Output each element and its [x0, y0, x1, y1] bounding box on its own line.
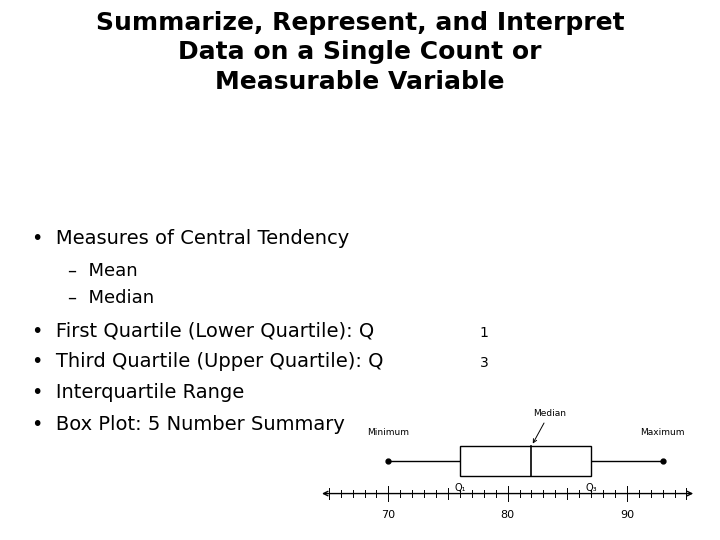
Text: 1: 1: [480, 326, 488, 340]
Text: Minimum: Minimum: [367, 428, 410, 437]
Text: Summarize, Represent, and Interpret
Data on a Single Count or
Measurable Variabl: Summarize, Represent, and Interpret Data…: [96, 11, 624, 94]
Text: Q₁: Q₁: [454, 483, 466, 493]
Text: 90: 90: [620, 510, 634, 520]
Text: –  Median: – Median: [68, 289, 155, 307]
Text: 70: 70: [382, 510, 395, 520]
Text: •  Interquartile Range: • Interquartile Range: [32, 383, 245, 402]
Text: 3: 3: [480, 356, 488, 370]
Text: •  Third Quartile (Upper Quartile): Q: • Third Quartile (Upper Quartile): Q: [32, 352, 384, 371]
Text: •  Measures of Central Tendency: • Measures of Central Tendency: [32, 230, 350, 248]
Text: –  Mean: – Mean: [68, 262, 138, 280]
Text: 80: 80: [500, 510, 515, 520]
Text: Q₃: Q₃: [585, 483, 597, 493]
Bar: [460, 446, 591, 476]
Text: Median: Median: [533, 409, 566, 443]
Text: •  Box Plot: 5 Number Summary: • Box Plot: 5 Number Summary: [32, 415, 346, 434]
Text: •  First Quartile (Lower Quartile): Q: • First Quartile (Lower Quartile): Q: [32, 321, 374, 340]
Text: Maximum: Maximum: [640, 428, 685, 437]
